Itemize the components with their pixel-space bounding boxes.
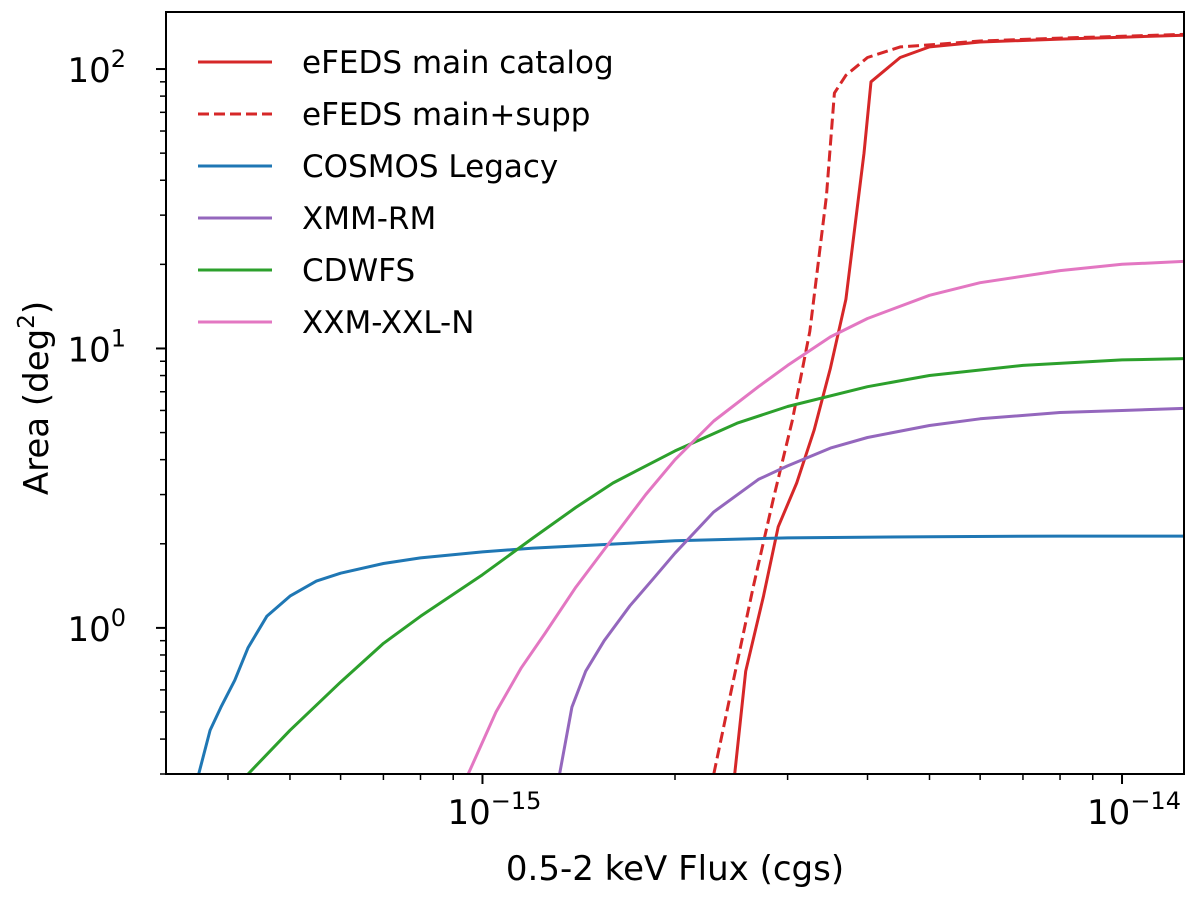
series-line-3 [558, 406, 1184, 774]
legend-label-4: CDWFS [302, 253, 415, 289]
x-tick-label-0-exp: −15 [491, 787, 542, 815]
legend: eFEDS main catalog eFEDS main+supp COSMOS … [198, 45, 614, 341]
y-tick-label-0-exp: 0 [111, 604, 126, 632]
y-tick-label-2-base: 10 [67, 51, 110, 91]
x-tick-label-0-base: 10 [448, 793, 491, 833]
series-layer [197, 32, 1184, 774]
y-tick-label-1-exp: 1 [111, 324, 126, 352]
y-tick-label-1-base: 10 [67, 330, 110, 370]
legend-label-0: eFEDS main catalog [302, 45, 614, 81]
y-tick-label-0-base: 10 [67, 610, 110, 650]
y-axis-label-sup: 2 [14, 314, 40, 329]
y-axis-label-close: ) [17, 301, 57, 314]
x-axis-label: 0.5-2 keV Flux (cgs) [506, 849, 844, 889]
series-line-0 [733, 33, 1184, 774]
x-tick-label-1-exp: −14 [1130, 787, 1181, 815]
x-tick-label-1: 10−14 [1087, 787, 1181, 833]
y-tick-label-0: 100 [67, 604, 126, 650]
series-line-5 [466, 259, 1184, 774]
y-axis-label-main: Area (deg [17, 329, 57, 495]
series-line-1 [712, 32, 1184, 774]
y-tick-label-2: 102 [67, 45, 126, 91]
series-line-4 [247, 357, 1184, 774]
legend-label-1: eFEDS main+supp [302, 97, 590, 133]
legend-label-3: XMM-RM [302, 201, 436, 237]
y-axis-label: Area (deg2) [14, 301, 57, 495]
legend-label-2: COSMOS Legacy [302, 149, 558, 185]
legend-label-5: XXM-XXL-N [302, 305, 474, 341]
series-line-2 [197, 534, 1184, 774]
x-tick-label-0: 10−15 [448, 787, 542, 833]
y-tick-label-2-exp: 2 [111, 45, 126, 73]
x-tick-label-1-base: 10 [1087, 793, 1130, 833]
y-tick-label-1: 101 [67, 324, 126, 370]
